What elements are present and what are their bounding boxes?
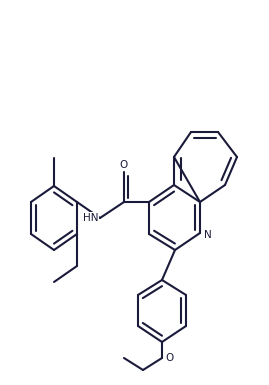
Text: HN: HN <box>83 213 98 223</box>
Text: O: O <box>165 353 173 363</box>
Text: N: N <box>204 230 212 240</box>
Text: O: O <box>120 160 128 170</box>
